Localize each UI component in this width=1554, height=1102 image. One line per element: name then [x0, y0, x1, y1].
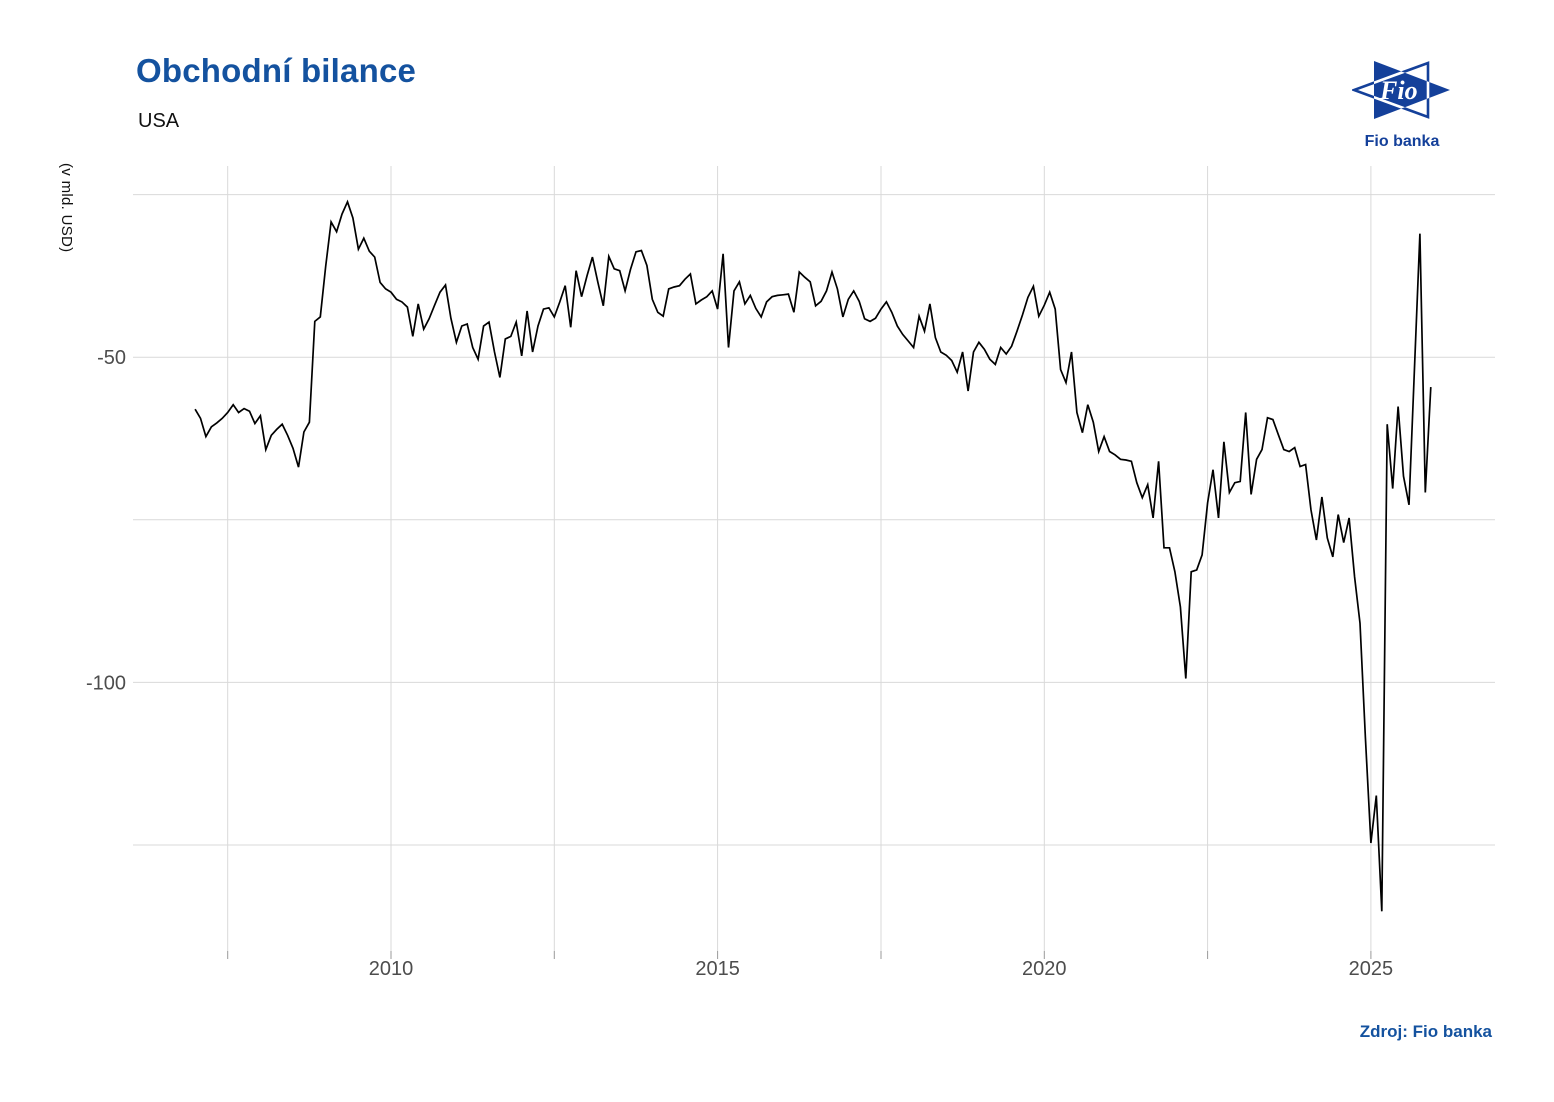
page-title: Obchodní bilance — [136, 52, 417, 89]
x-axis-tick-label: 2010 — [369, 958, 414, 980]
x-axis-tick-label: 2020 — [1022, 958, 1067, 980]
y-axis-tick-label: -50 — [97, 347, 126, 369]
trade-balance-series-line — [194, 199, 1432, 912]
fio-logo-caption: Fio banka — [1364, 133, 1440, 150]
x-axis-tick-label: 2025 — [1349, 958, 1394, 980]
y-axis-title: (v mld. USD) — [58, 163, 75, 253]
source-note: Zdroj: Fio banka — [1359, 1022, 1492, 1041]
y-axis-tick-label: -100 — [86, 672, 126, 694]
fio-logo: Fio Fio banka — [1350, 54, 1452, 151]
page-subtitle: USA — [138, 110, 180, 132]
x-axis-tick-label: 2015 — [695, 958, 740, 980]
fio-logo-text: Fio — [1379, 76, 1418, 105]
fio-logo-icon: Fio — [1350, 61, 1450, 119]
